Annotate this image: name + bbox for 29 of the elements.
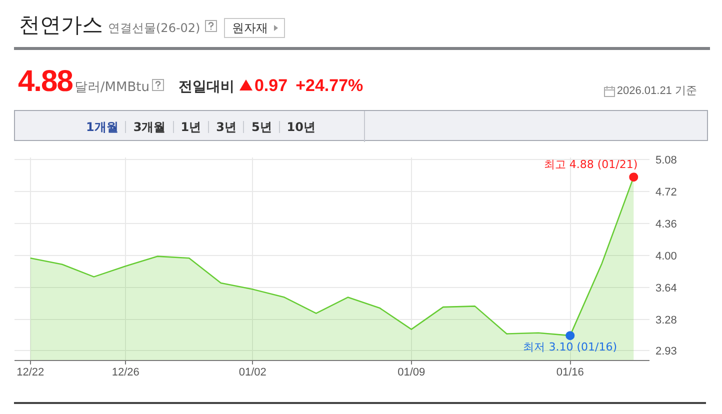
y-tick-label: 2.93 [656, 346, 677, 358]
y-tick-label: 3.28 [656, 314, 677, 327]
chart-title: 천연가스 [19, 13, 103, 37]
text: +24.77% [296, 76, 364, 95]
y-tick-label: 5.08 [656, 154, 677, 166]
annotation: 최고 4.88 (01/21) [544, 158, 638, 172]
text: 3개월 [133, 120, 166, 134]
y-tick-label: 4.36 [656, 218, 677, 230]
text: 10년 [286, 120, 316, 134]
text: 2026.01.21 기준 [616, 85, 697, 97]
button: 원자재 [224, 18, 286, 38]
x-tick-label: 01/02 [238, 366, 266, 378]
text: 5년 [251, 120, 272, 134]
x-tick-label: 01/09 [398, 366, 426, 378]
text: 3년 [216, 120, 236, 134]
text: 0.97 [254, 76, 288, 95]
x-tick-label: 12/22 [16, 366, 44, 378]
y-tick-label: 4.72 [656, 186, 677, 198]
text: 1개월 [86, 120, 118, 134]
text: 1년 [180, 120, 202, 134]
x-tick-label: 12/26 [112, 366, 140, 378]
text: 달러/MMBtu [74, 80, 150, 95]
y-tick-label: 3.64 [656, 282, 677, 294]
text: 4.88 [18, 65, 72, 98]
text: 전일대비 [178, 79, 234, 95]
y-tick-label: 4.00 [656, 250, 677, 262]
chart-subtitle: 연결선물(26-02) [108, 21, 200, 35]
annotation: 최저 3.10 (01/16) [523, 340, 618, 354]
x-tick-label: 01/16 [556, 366, 584, 378]
